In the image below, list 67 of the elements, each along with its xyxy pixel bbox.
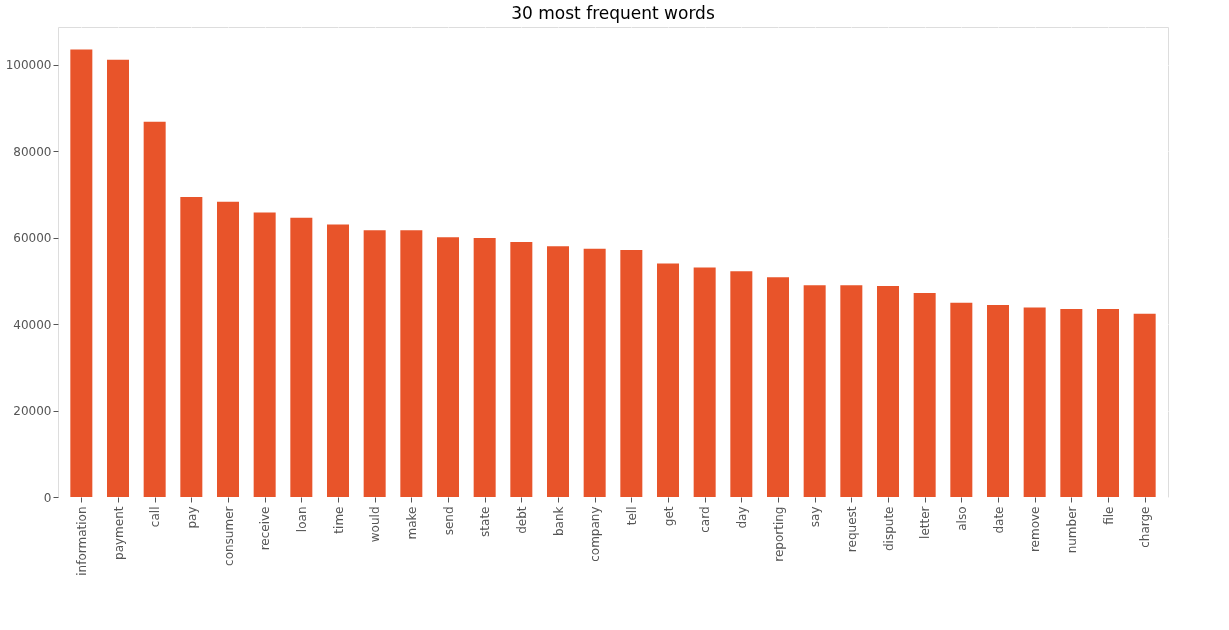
y-tick-label: 100000 [5,58,52,73]
y-tick-label: 20000 [13,404,52,419]
x-tick-label: bank [551,506,566,537]
x-tick-label: send [441,506,456,536]
x-tick-label: remove [1028,506,1043,553]
bar [217,201,239,497]
bar [1133,313,1156,497]
bar [913,292,936,497]
x-tick-label: tell [624,506,639,526]
x-tick-label: get [661,506,676,527]
x-tick-label: number [1064,506,1079,554]
bar [253,212,276,497]
x-tick-label: pay [184,506,199,529]
x-tick-label: debt [514,506,529,534]
x-tick-label: card [698,506,713,533]
bar [547,246,569,497]
bar [767,277,789,497]
x-tick-label: company [588,506,603,562]
bar [107,59,129,497]
bar [437,237,459,497]
bar [400,230,423,497]
bar [290,217,313,497]
bar [583,248,606,497]
bar [180,196,203,497]
bar [877,286,899,497]
x-tick-label: letter [918,506,933,539]
x-tick-label: file [1101,506,1116,525]
x-tick-label: also [954,506,969,531]
bar [657,263,679,497]
bar [510,241,533,497]
x-tick-label: request [844,506,859,553]
x-tick-label: date [991,506,1006,534]
x-tick-label: make [404,506,419,540]
x-tick-label: day [734,506,749,529]
x-tick-label: state [478,506,493,537]
x-tick-label: reporting [771,506,786,562]
y-tick-label: 40000 [13,317,52,332]
x-tick-label: say [808,506,823,528]
bar [620,250,643,497]
bar [1097,308,1119,497]
x-tick-label: time [331,506,346,534]
bar [70,49,93,497]
x-tick-label: call [148,506,163,528]
x-tick-label: charge [1138,506,1153,548]
bar [473,238,496,497]
x-tick-label: payment [111,506,126,560]
x-tick-label: information [74,506,89,576]
bar [693,267,716,497]
y-tick-label: 60000 [13,231,52,246]
bar [363,230,386,497]
chart-title: 30 most frequent words [511,3,715,23]
bar [143,121,166,497]
x-tick-label: loan [294,506,309,533]
bar [327,224,349,497]
x-tick-label: consumer [221,506,236,566]
bar [987,305,1009,497]
x-tick-label: would [368,506,383,543]
x-tick-label: dispute [881,506,896,552]
bar [803,285,826,497]
x-tick-label: receive [258,506,273,551]
bar [730,271,753,497]
y-tick-label: 0 [43,490,52,505]
y-tick-label: 80000 [13,144,52,159]
bar [950,302,973,497]
bar [1023,307,1046,497]
bar [1060,308,1083,497]
bar [840,285,863,497]
